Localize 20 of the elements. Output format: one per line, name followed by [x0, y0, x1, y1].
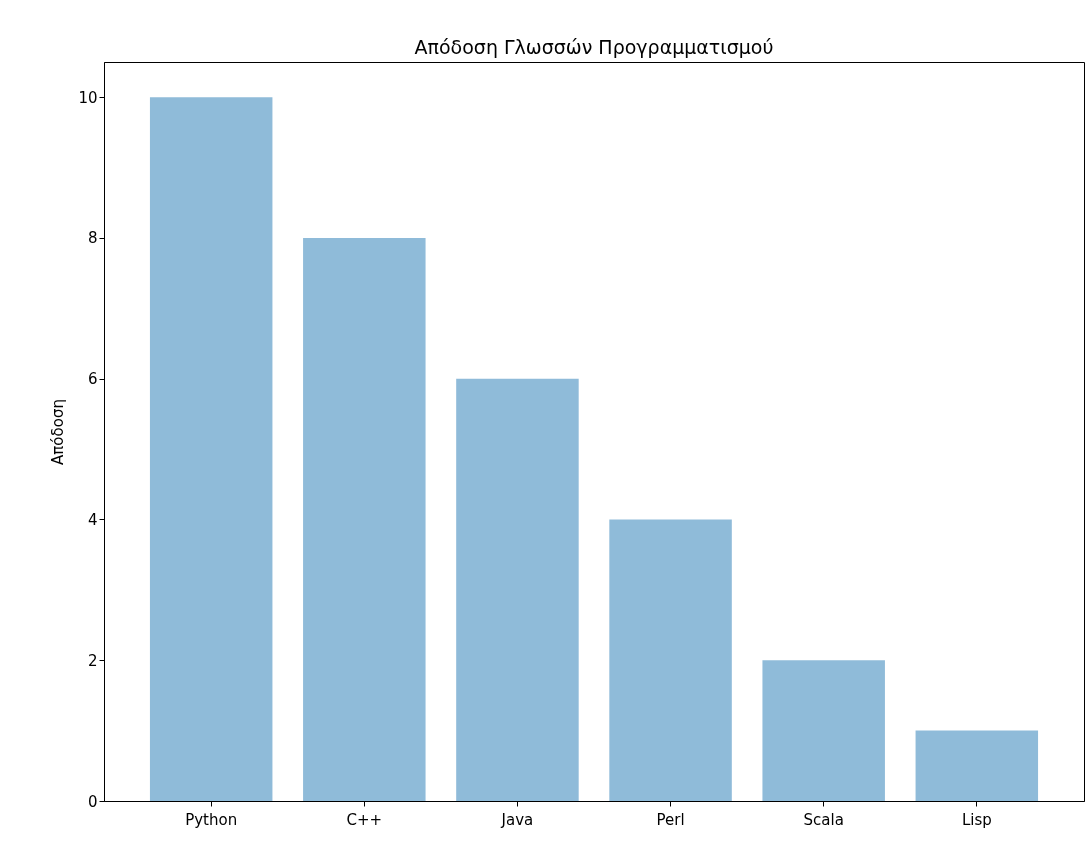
y-axis-title: Απόδοση — [49, 399, 68, 465]
y-tick-label: 4 — [87, 510, 98, 529]
y-tick-label: 6 — [87, 370, 98, 389]
y-tick-label: 10 — [78, 88, 98, 107]
bar — [303, 237, 426, 801]
bar — [149, 97, 273, 801]
x-tick-label: Lisp — [961, 810, 992, 829]
y-tick-label: 2 — [87, 651, 98, 670]
x-tick-label: Python — [185, 810, 238, 829]
x-tick-label: C++ — [346, 810, 383, 829]
y-tick-label: 0 — [87, 792, 98, 811]
x-tick-label: Java — [500, 810, 534, 829]
bar — [915, 730, 1039, 801]
chart-title: Απόδοση Γλωσσών Προγραμματισμού — [414, 36, 774, 58]
x-tick-label: Scala — [803, 810, 844, 829]
bar — [762, 660, 885, 801]
bar — [609, 519, 732, 801]
x-tick-label: Perl — [656, 810, 685, 829]
y-tick-label: 8 — [87, 229, 98, 248]
bar — [456, 378, 579, 801]
